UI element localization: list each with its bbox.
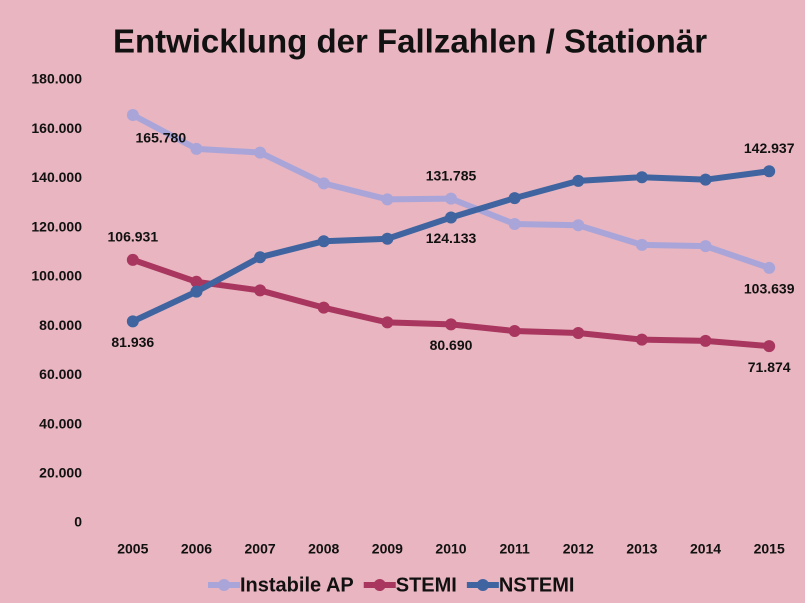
data-point [699, 240, 712, 253]
data-point [254, 251, 267, 264]
y-tick-label: 100.000 [31, 268, 82, 284]
x-tick-label: 2009 [372, 541, 403, 557]
x-tick-label: 2012 [563, 541, 594, 557]
data-point [381, 232, 394, 245]
data-point [572, 174, 585, 187]
legend-item: Instabile AP [208, 574, 354, 596]
x-tick-label: 2013 [626, 541, 657, 557]
data-point [445, 318, 457, 331]
data-label: 80.690 [430, 337, 473, 353]
data-label: 165.780 [136, 130, 187, 146]
data-point [763, 261, 776, 274]
data-point [190, 275, 203, 288]
data-point [126, 108, 139, 121]
data-point [381, 193, 394, 206]
data-label: 131.785 [426, 167, 477, 183]
data-point [190, 285, 203, 298]
data-point [699, 173, 712, 186]
data-point [381, 316, 394, 329]
data-label: 103.639 [744, 281, 795, 297]
y-tick-label: 60.000 [39, 366, 82, 382]
legend-label: Instabile AP [240, 574, 354, 596]
data-point [190, 142, 203, 155]
data-point [254, 146, 267, 159]
y-tick-label: 20.000 [39, 464, 82, 480]
data-label: 124.133 [426, 230, 477, 246]
data-label: 142.937 [744, 140, 795, 156]
chart-title: Entwicklung der Fallzahlen / Stationär [113, 23, 707, 60]
y-tick-label: 80.000 [39, 317, 82, 333]
x-tick-label: 2011 [499, 541, 530, 557]
data-point [635, 238, 648, 251]
x-tick-label: 2007 [245, 541, 276, 557]
data-point [254, 284, 267, 297]
x-tick-label: 2008 [308, 541, 339, 557]
data-point [126, 315, 139, 328]
data-label: 71.874 [748, 359, 791, 375]
x-tick-label: 2006 [181, 541, 212, 557]
legend-item: NSTEMI [466, 574, 575, 596]
legend-marker [373, 579, 386, 591]
data-point [572, 327, 585, 340]
data-point [699, 334, 712, 347]
data-label: 81.936 [111, 334, 154, 350]
data-point [508, 217, 521, 230]
data-point [508, 325, 521, 338]
data-point [445, 192, 457, 205]
y-tick-label: 180.000 [31, 71, 82, 87]
y-tick-label: 160.000 [31, 120, 82, 136]
data-point [445, 211, 457, 224]
y-tick-label: 120.000 [31, 218, 82, 234]
x-tick-label: 2014 [690, 541, 721, 557]
y-tick-label: 0 [74, 514, 82, 530]
data-point [763, 340, 776, 353]
x-tick-label: 2010 [435, 541, 466, 557]
legend-label: STEMI [396, 574, 457, 596]
y-tick-label: 140.000 [31, 169, 82, 185]
legend-label: NSTEMI [499, 574, 575, 596]
y-tick-label: 40.000 [39, 415, 82, 431]
data-label: 106.931 [108, 229, 159, 245]
legend-marker [218, 579, 230, 591]
data-point [635, 171, 648, 184]
data-point [763, 165, 776, 178]
data-point [572, 219, 585, 232]
data-point [317, 177, 330, 190]
x-tick-label: 2005 [117, 541, 148, 557]
data-point [317, 301, 330, 314]
data-point [126, 253, 139, 266]
legend-marker [476, 579, 489, 591]
data-point [317, 235, 330, 248]
legend-item: STEMI [363, 574, 457, 596]
x-tick-label: 2015 [754, 541, 785, 557]
data-point [508, 192, 521, 205]
data-point [635, 333, 648, 346]
